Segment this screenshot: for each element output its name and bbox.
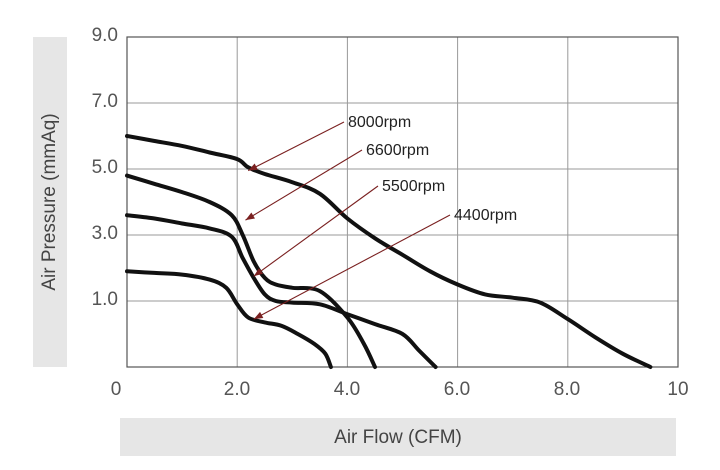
arrowhead-4400rpm <box>253 311 264 320</box>
y-axis-title-panel <box>33 37 67 367</box>
x-tick-label: 10 <box>667 379 688 400</box>
series-label-5500rpm: 5500rpm <box>382 178 445 195</box>
series-line-4400rpm <box>125 269 333 369</box>
leader-line-6600rpm <box>245 149 363 221</box>
arrowhead-6600rpm <box>245 212 255 221</box>
grid <box>127 37 678 367</box>
series-line-5500rpm <box>125 213 438 369</box>
arrowhead-8000rpm <box>248 163 258 171</box>
leader-line-8000rpm <box>247 121 345 172</box>
series-curves <box>125 134 653 369</box>
series-label-4400rpm: 4400rpm <box>454 207 517 224</box>
series-label-arrows <box>245 121 451 320</box>
series-label-6600rpm: 6600rpm <box>366 142 429 159</box>
x-tick-label: 8.0 <box>554 379 580 400</box>
y-tick-label: 7.0 <box>92 91 118 112</box>
plot-frame <box>126 36 679 368</box>
arrowhead-5500rpm <box>253 268 264 277</box>
y-tick-label: 1.0 <box>92 289 118 310</box>
leader-line-4400rpm <box>253 214 451 320</box>
x-tick-label: 4.0 <box>334 379 360 400</box>
y-tick-label: 3.0 <box>92 223 118 244</box>
x-tick-label: 0 <box>111 379 122 400</box>
y-axis-title: Air Pressure (mmAq) <box>39 113 60 290</box>
y-tick-label: 9.0 <box>92 25 118 46</box>
series-label-8000rpm: 8000rpm <box>348 114 411 131</box>
series-line-8000rpm <box>125 134 653 369</box>
leader-line-5500rpm <box>253 185 379 277</box>
y-tick-label: 5.0 <box>92 157 118 178</box>
x-axis-title-panel <box>120 418 676 456</box>
x-axis-title: Air Flow (CFM) <box>334 427 462 448</box>
x-tick-label: 6.0 <box>444 379 470 400</box>
x-tick-label: 2.0 <box>224 379 250 400</box>
